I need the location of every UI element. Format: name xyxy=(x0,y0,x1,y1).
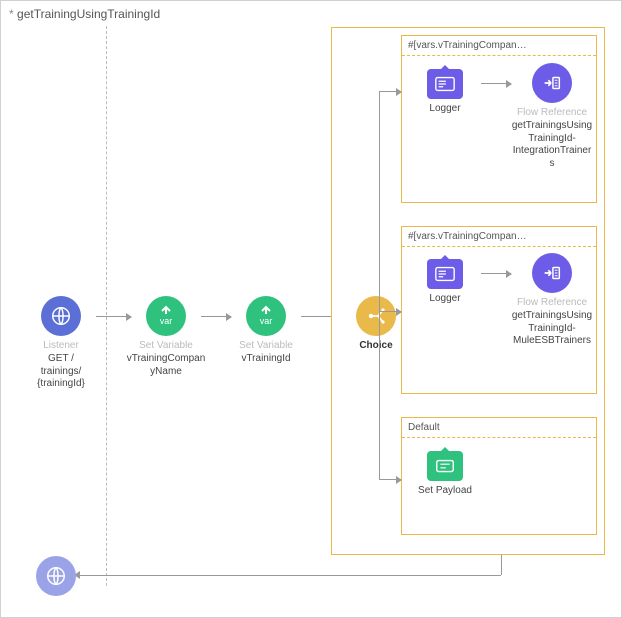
branch-condition: Default xyxy=(402,418,596,438)
globe-icon xyxy=(41,296,81,336)
node-type: Flow Reference xyxy=(511,107,593,118)
arrow xyxy=(379,311,401,312)
logger-node[interactable]: Logger xyxy=(409,259,481,306)
logger-icon xyxy=(427,259,463,289)
node-label: GET / trainings/ {trainingId} xyxy=(21,353,101,391)
globe-icon xyxy=(36,556,76,596)
variable-icon: var xyxy=(146,296,186,336)
flow-canvas: getTrainingUsingTrainingId Listener GET … xyxy=(0,0,622,618)
svg-text:var: var xyxy=(160,316,173,326)
logger-node[interactable]: Logger xyxy=(409,69,481,116)
connector xyxy=(379,91,380,479)
node-type: Set Payload xyxy=(409,485,481,498)
branch-condition: #[vars.vTrainingCompan… xyxy=(402,227,596,247)
flowref-icon xyxy=(532,63,572,103)
arrow xyxy=(379,91,401,92)
svg-text:var: var xyxy=(260,316,273,326)
setvar2-node[interactable]: var Set Variable vTrainingId xyxy=(226,296,306,366)
setvar1-node[interactable]: var Set Variable vTrainingCompanyName xyxy=(126,296,206,378)
node-label: getTrainingsUsingTrainingId-IntegrationT… xyxy=(511,120,593,170)
logger-icon xyxy=(427,69,463,99)
connector xyxy=(79,575,501,576)
node-type: Flow Reference xyxy=(511,297,593,308)
node-type: Set Variable xyxy=(126,340,206,351)
arrow xyxy=(379,479,401,480)
node-label: vTrainingCompanyName xyxy=(126,353,206,378)
flow-title: getTrainingUsingTrainingId xyxy=(9,7,160,21)
node-type: Logger xyxy=(409,293,481,306)
connector xyxy=(501,555,502,575)
node-label: getTrainingsUsingTrainingId-MuleESBTrain… xyxy=(511,310,593,348)
variable-icon: var xyxy=(246,296,286,336)
node-label: vTrainingId xyxy=(226,353,306,366)
setpayload-node[interactable]: Set Payload xyxy=(409,451,481,498)
setpayload-icon xyxy=(427,451,463,481)
response-node[interactable] xyxy=(36,556,76,600)
node-type: Listener xyxy=(21,340,101,351)
arrow xyxy=(481,83,511,84)
source-divider xyxy=(106,26,107,586)
branch-condition: #[vars.vTrainingCompan… xyxy=(402,36,596,56)
arrow xyxy=(481,273,511,274)
flowref-node[interactable]: Flow Reference getTrainingsUsingTraining… xyxy=(511,253,593,348)
node-type: Logger xyxy=(409,103,481,116)
flowref-node[interactable]: Flow Reference getTrainingsUsingTraining… xyxy=(511,63,593,170)
node-type: Set Variable xyxy=(226,340,306,351)
listener-node[interactable]: Listener GET / trainings/ {trainingId} xyxy=(21,296,101,391)
choice-icon xyxy=(356,296,396,336)
flowref-icon xyxy=(532,253,572,293)
